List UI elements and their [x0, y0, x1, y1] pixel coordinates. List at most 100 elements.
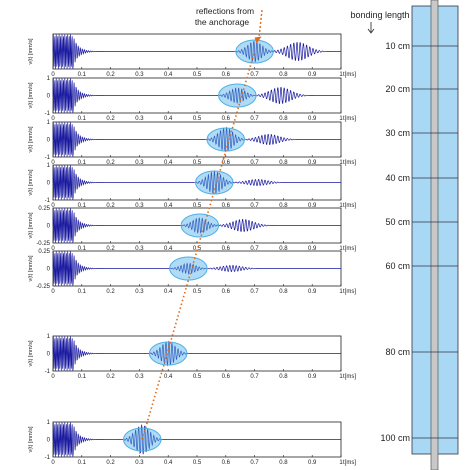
x-tick-label: 0 [51, 289, 55, 295]
x-tick-label: 0.6 [222, 246, 231, 252]
x-tick-label: 0.3 [135, 460, 144, 466]
x-tick-label: 0.9 [308, 374, 317, 380]
x-tick-label: 0.2 [106, 160, 115, 166]
reflection-ellipse [235, 39, 274, 64]
y-axis-label: v(t) [mm/s] [28, 212, 34, 238]
x-tick-label: 0.3 [135, 374, 144, 380]
x-tick-label: 0.5 [193, 160, 202, 166]
x-unit-label: t[ms] [343, 203, 356, 209]
x-tick-label: 0.9 [308, 160, 317, 166]
x-tick-label: 0.5 [193, 246, 202, 252]
x-tick-label: 0.7 [250, 116, 259, 122]
x-tick-label: 0.7 [250, 374, 259, 380]
bonding-length-label: 50 cm [385, 217, 410, 227]
x-tick-label: 0.4 [164, 246, 173, 252]
x-tick-label: 0.8 [279, 116, 288, 122]
x-tick-label: 0.5 [193, 203, 202, 209]
x-tick-label: 0.1 [78, 203, 87, 209]
y-axis-label: v(t) [mm/s] [28, 126, 34, 152]
y-tick-label: -1 [45, 155, 51, 161]
x-tick-label: 0.9 [308, 289, 317, 295]
x-unit-label: t[ms] [343, 289, 356, 295]
reflection-ellipse [180, 213, 220, 238]
y-tick-label: 0 [47, 181, 51, 187]
x-tick-label: 0.4 [164, 460, 173, 466]
signal-panels: v(t) [mm/s] 0 0.1 0.2 0.3 0.4 0.5 0.6 0.7 0.8 0.9 1… [28, 33, 356, 466]
y-tick-label: -1 [45, 111, 51, 117]
x-tick-label: 1 [339, 289, 343, 295]
x-tick-label: 0.1 [78, 72, 87, 78]
x-tick-label: 0.6 [222, 116, 231, 122]
x-tick-label: 0.7 [250, 289, 259, 295]
x-unit-label: t[ms] [343, 160, 356, 166]
y-tick-label: 0.25 [38, 206, 50, 212]
x-tick-label: 0.3 [135, 72, 144, 78]
x-unit-label: t[ms] [343, 460, 356, 466]
x-tick-label: 1 [339, 72, 343, 78]
signal-trace [52, 208, 341, 243]
y-tick-label: -1 [45, 369, 51, 375]
x-tick-label: 1 [339, 160, 343, 166]
signal-trace [52, 78, 341, 113]
y-tick-label: -1 [45, 198, 51, 204]
x-tick-label: 0.6 [222, 160, 231, 166]
y-tick-label: 1 [47, 334, 51, 340]
tendon-bar [430, 0, 439, 470]
signal-panel: v(t) [mm/s] 0 0.1 0.2 0.3 0.4 0.5 0.6 0.7 0.8 0.9 1… [28, 33, 356, 78]
x-tick-label: 0.8 [279, 203, 288, 209]
annotation-arrow [257, 9, 263, 42]
x-tick-label: 0.3 [135, 289, 144, 295]
x-tick-label: 0.6 [222, 460, 231, 466]
x-tick-label: 0.5 [193, 116, 202, 122]
x-tick-label: 0.4 [164, 203, 173, 209]
x-tick-label: 0.9 [308, 72, 317, 78]
x-tick-label: 0 [51, 374, 55, 380]
y-tick-label: 0 [47, 138, 51, 144]
x-tick-label: 0 [51, 460, 55, 466]
x-tick-label: 0.2 [106, 116, 115, 122]
bonding-length-label: 100 cm [380, 433, 410, 443]
x-tick-label: 0.5 [193, 460, 202, 466]
signal-panel: v(t) [mm/s]10-10 0.1 0.2 0.3 0.4 0.5 0.6 0.7 0.8… [28, 120, 356, 166]
x-tick-label: 1 [339, 460, 343, 466]
signal-trace [52, 336, 341, 371]
x-tick-label: 0.8 [279, 460, 288, 466]
annotation: reflections from the anchorage [195, 6, 254, 27]
x-tick-label: 0.1 [78, 246, 87, 252]
bonding-length-header: bonding length [350, 10, 409, 20]
reflection-ellipse [206, 127, 246, 152]
reflection-ellipse [148, 341, 188, 366]
signal-panel: v(t) [mm/s]10-10 0.1 0.2 0.3 0.4 0.5 0.6 0.7 0.8… [28, 163, 356, 209]
y-axis-label: v(t) [mm/s] [28, 38, 34, 64]
x-tick-label: 0.8 [279, 246, 288, 252]
annotation-line2: the anchorage [195, 17, 250, 27]
x-tick-label: 0 [51, 246, 55, 252]
x-tick-label: 0.6 [222, 72, 231, 78]
signal-panel: v(t) [mm/s]10-10 0.1 0.2 0.3 0.4 0.5 0.6 0.7 0.8… [28, 420, 356, 466]
reflection-ellipse [195, 170, 234, 195]
x-tick-label: 0 [51, 72, 55, 78]
x-tick-label: 0.5 [193, 72, 202, 78]
x-tick-label: 0.7 [250, 460, 259, 466]
signal-trace [52, 165, 341, 200]
y-tick-label: 1 [47, 420, 51, 426]
y-tick-label: 1 [47, 120, 51, 126]
x-tick-label: 0.2 [106, 203, 115, 209]
x-tick-label: 0.9 [308, 203, 317, 209]
bonding-length-label: 60 cm [385, 261, 410, 271]
x-unit-label: t[ms] [343, 72, 356, 78]
x-tick-label: 0.3 [135, 203, 144, 209]
x-tick-label: 1 [339, 374, 343, 380]
y-tick-label: -1 [45, 455, 51, 461]
x-tick-label: 0.1 [78, 160, 87, 166]
x-tick-label: 0.4 [164, 116, 173, 122]
y-axis-label: v(t) [mm/s] [28, 340, 34, 366]
reflection-trend [141, 9, 263, 440]
y-tick-label: 0 [47, 94, 51, 100]
signal-trace [52, 122, 341, 157]
signal-trace [52, 34, 341, 69]
bonding-length-label: 80 cm [385, 347, 410, 357]
x-tick-label: 0.3 [135, 246, 144, 252]
x-tick-label: 0.1 [78, 460, 87, 466]
